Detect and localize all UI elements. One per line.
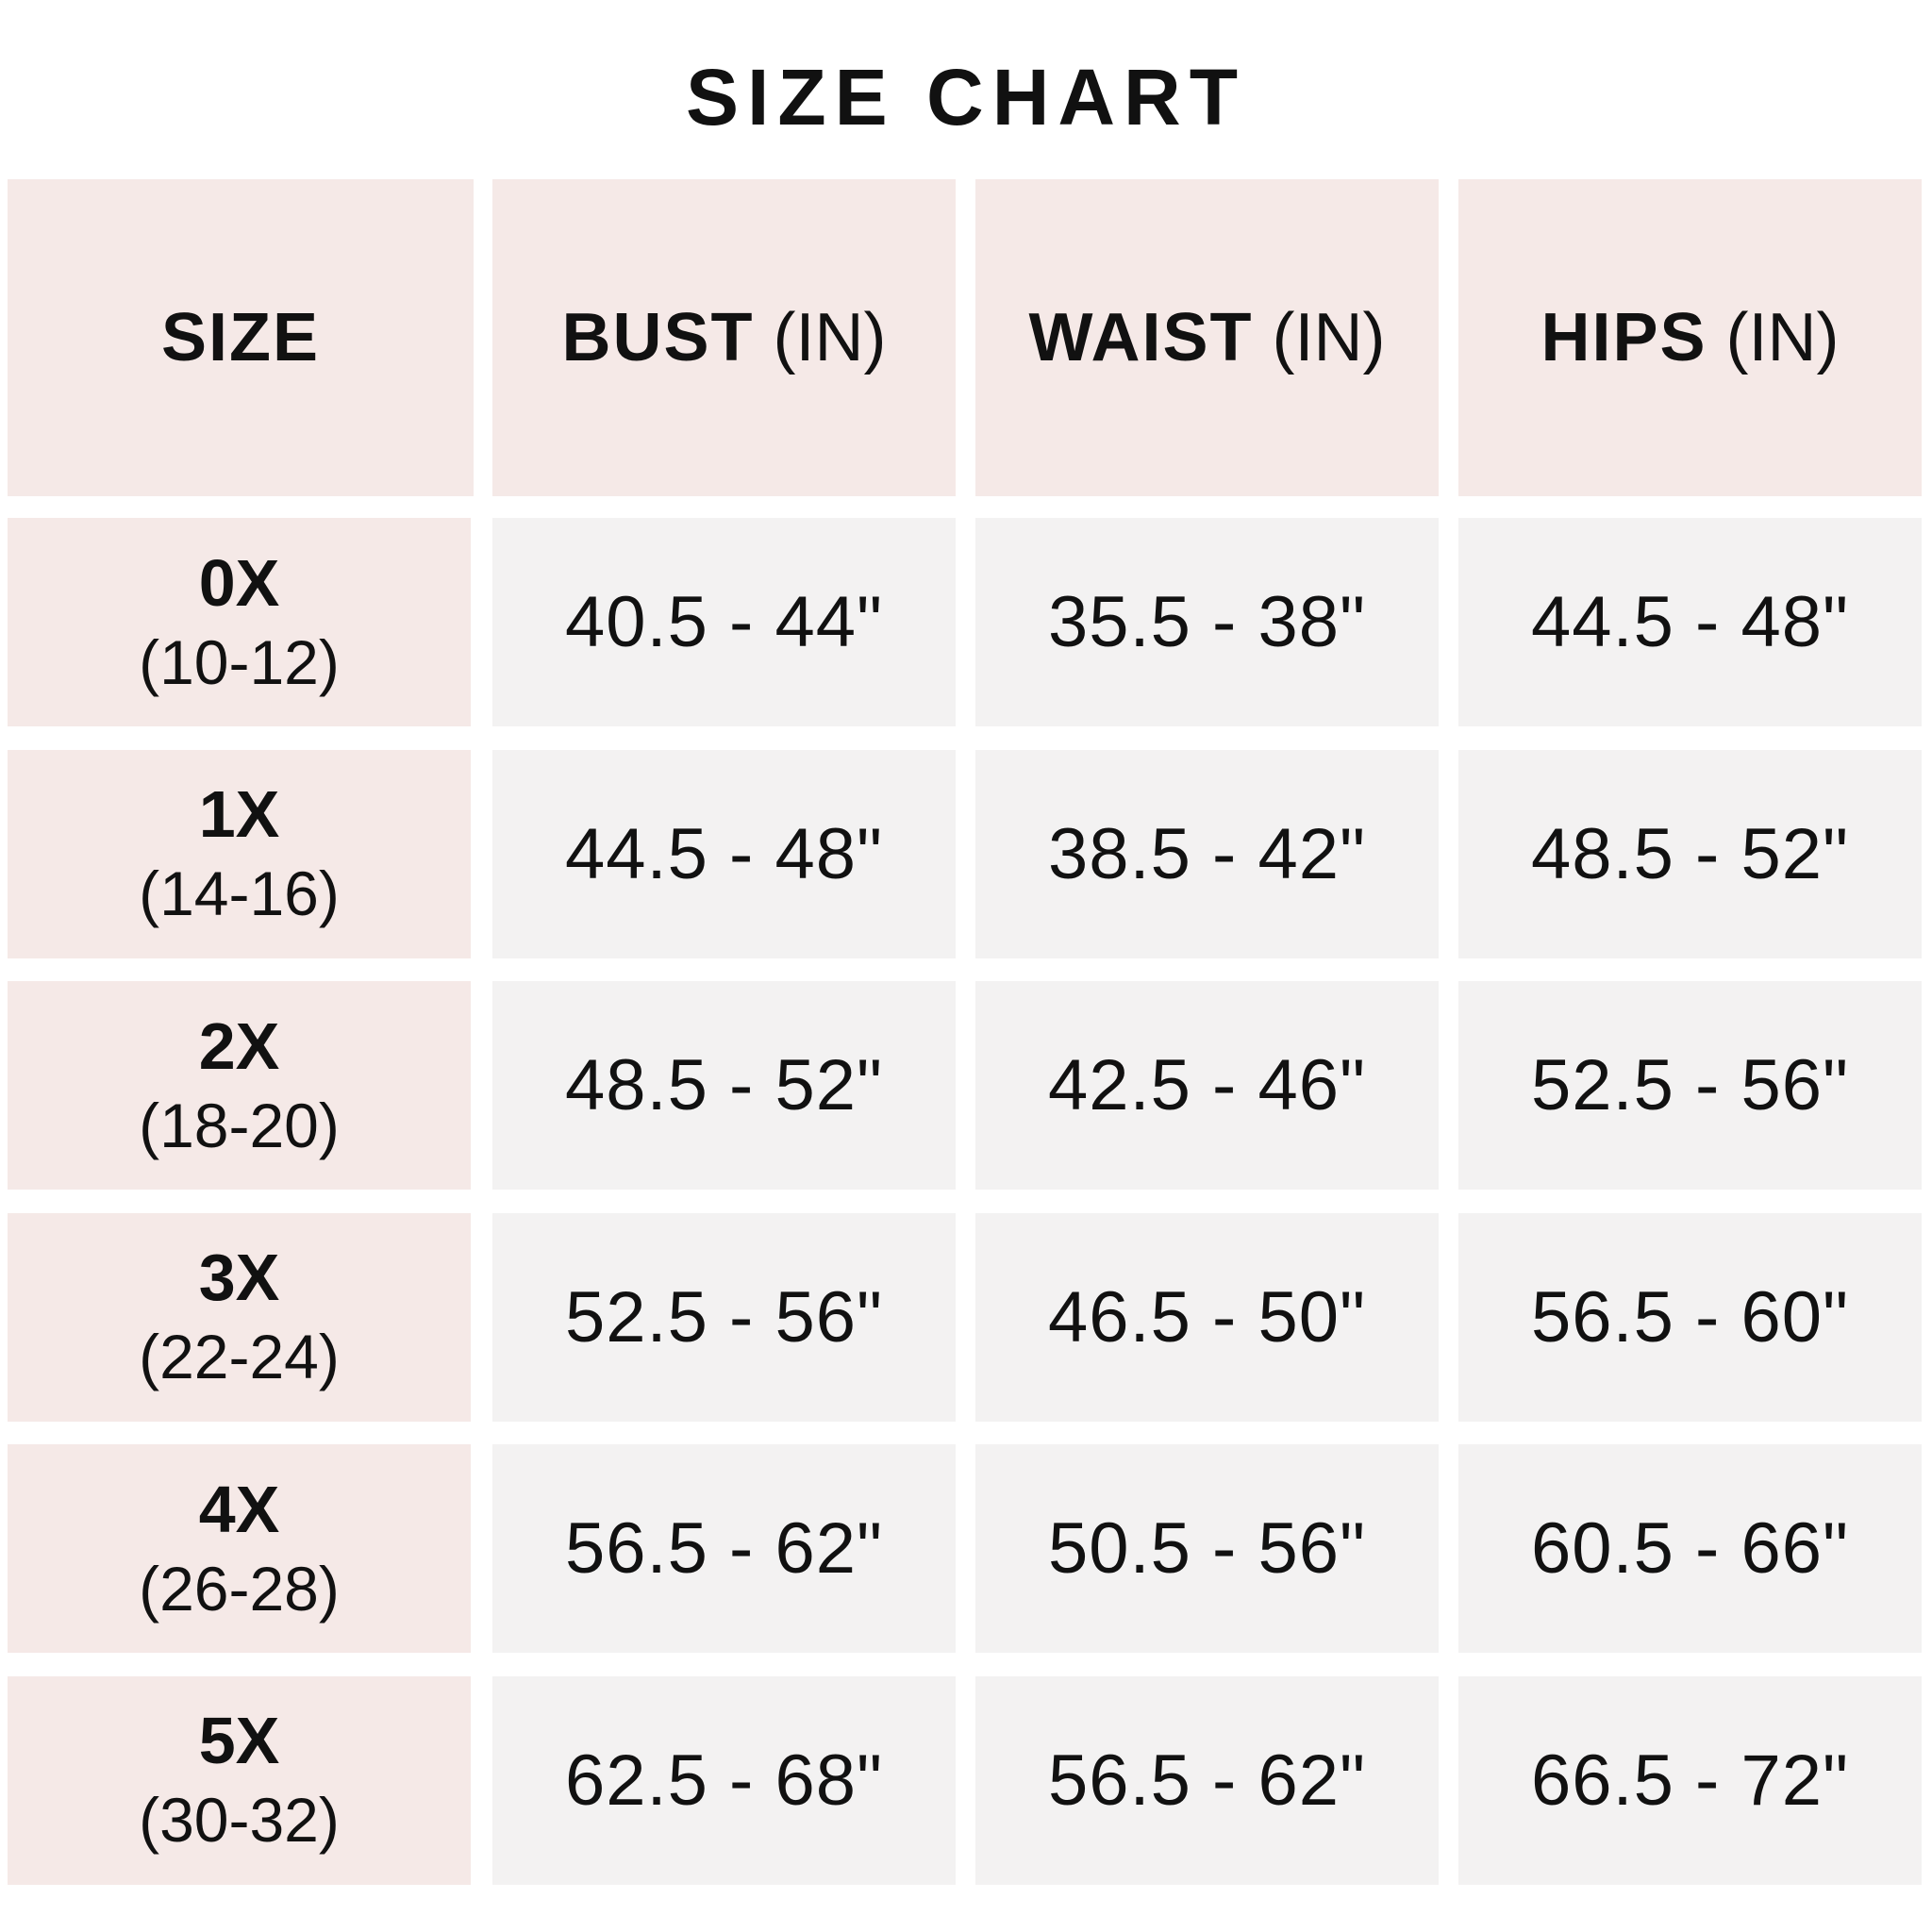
bust-cell: 62.5 - 68" xyxy=(492,1675,956,1885)
hips-cell: 48.5 - 52" xyxy=(1458,749,1922,958)
header-hips: HIPS (IN) xyxy=(1458,179,1922,496)
header-label: HIPS (IN) xyxy=(1541,299,1839,376)
us-size-range: (10-12) xyxy=(139,626,340,697)
us-size-range: (26-28) xyxy=(139,1553,340,1624)
waist-value: 56.5 - 62" xyxy=(1048,1740,1366,1821)
header-unit: (IN) xyxy=(773,300,887,375)
size-label: 2X xyxy=(198,1008,280,1083)
bust-value: 40.5 - 44" xyxy=(565,582,883,662)
size-cell: 3X (22-24) xyxy=(8,1212,471,1422)
size-cell: 1X (14-16) xyxy=(8,749,471,958)
hips-cell: 66.5 - 72" xyxy=(1458,1675,1922,1885)
hips-cell: 52.5 - 56" xyxy=(1458,981,1922,1190)
size-cell: 2X (18-20) xyxy=(8,981,471,1190)
waist-cell: 35.5 - 38" xyxy=(975,518,1439,726)
bust-cell: 52.5 - 56" xyxy=(492,1212,956,1422)
bust-value: 62.5 - 68" xyxy=(565,1740,883,1821)
waist-value: 42.5 - 46" xyxy=(1048,1045,1366,1125)
bust-value: 52.5 - 56" xyxy=(565,1276,883,1357)
hips-value: 52.5 - 56" xyxy=(1531,1045,1849,1125)
waist-value: 38.5 - 42" xyxy=(1048,813,1366,894)
hips-cell: 60.5 - 66" xyxy=(1458,1444,1922,1653)
hips-value: 56.5 - 60" xyxy=(1531,1276,1849,1357)
waist-value: 46.5 - 50" xyxy=(1048,1276,1366,1357)
hips-value: 60.5 - 66" xyxy=(1531,1508,1849,1589)
size-label: 5X xyxy=(198,1704,280,1777)
header-name: BUST xyxy=(561,300,755,375)
waist-cell: 38.5 - 42" xyxy=(975,749,1439,958)
waist-cell: 42.5 - 46" xyxy=(975,981,1439,1190)
header-unit: (IN) xyxy=(1272,300,1386,375)
bust-value: 48.5 - 52" xyxy=(565,1045,883,1125)
bust-cell: 40.5 - 44" xyxy=(492,518,956,726)
hips-cell: 44.5 - 48" xyxy=(1458,518,1922,726)
size-label: 4X xyxy=(198,1472,280,1546)
bust-cell: 56.5 - 62" xyxy=(492,1444,956,1653)
header-name: SIZE xyxy=(160,300,321,375)
size-label: 0X xyxy=(198,545,280,620)
us-size-range: (30-32) xyxy=(139,1785,340,1855)
header-label: WAIST (IN) xyxy=(1029,299,1386,376)
bust-cell: 44.5 - 48" xyxy=(492,749,956,958)
us-size-range: (22-24) xyxy=(139,1322,340,1391)
size-cell: 0X (10-12) xyxy=(8,518,471,726)
hips-value: 66.5 - 72" xyxy=(1531,1740,1849,1821)
us-size-range: (18-20) xyxy=(139,1090,340,1160)
waist-cell: 50.5 - 56" xyxy=(975,1444,1439,1653)
header-name: WAIST xyxy=(1028,300,1254,375)
hips-cell: 56.5 - 60" xyxy=(1458,1212,1922,1422)
waist-value: 50.5 - 56" xyxy=(1048,1508,1366,1589)
header-unit: (IN) xyxy=(1725,300,1840,375)
bust-value: 44.5 - 48" xyxy=(565,813,883,894)
header-label: BUST (IN) xyxy=(562,299,887,376)
us-size-range: (14-16) xyxy=(139,858,340,928)
size-label: 1X xyxy=(198,777,280,851)
hips-value: 48.5 - 52" xyxy=(1531,813,1849,894)
header-waist: WAIST (IN) xyxy=(975,179,1439,496)
hips-value: 44.5 - 48" xyxy=(1531,582,1849,662)
header-size: SIZE xyxy=(8,179,474,496)
bust-cell: 48.5 - 52" xyxy=(492,981,956,1190)
size-cell: 5X (30-32) xyxy=(8,1675,471,1885)
waist-value: 35.5 - 38" xyxy=(1048,582,1366,662)
size-label: 3X xyxy=(198,1241,280,1314)
waist-cell: 46.5 - 50" xyxy=(975,1212,1439,1422)
bust-value: 56.5 - 62" xyxy=(565,1508,883,1589)
header-name: HIPS xyxy=(1541,300,1707,375)
page-title: SIZE CHART xyxy=(686,53,1246,142)
waist-cell: 56.5 - 62" xyxy=(975,1675,1439,1885)
header-label: SIZE xyxy=(161,299,320,376)
size-cell: 4X (26-28) xyxy=(8,1444,471,1653)
header-bust: BUST (IN) xyxy=(492,179,956,496)
